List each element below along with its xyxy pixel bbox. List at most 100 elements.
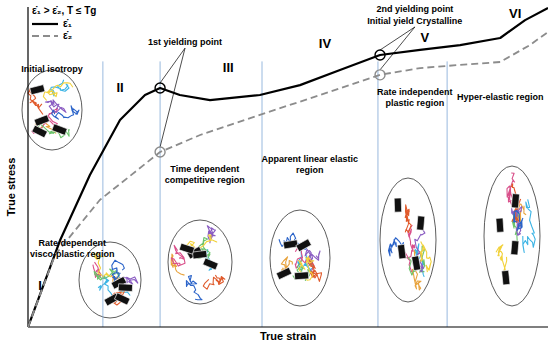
annotation-line: III [223, 60, 234, 75]
crystal-lamella [192, 250, 207, 259]
crystal-lamella [511, 194, 519, 209]
annotation: 1st yielding point [148, 37, 222, 47]
annotation-line: IV [319, 36, 332, 51]
annotation-line: V [420, 30, 429, 45]
legend-title: ε̇₁ > ε̇₂, T ≤ Tg [32, 5, 96, 16]
crystal-lamella [417, 216, 425, 231]
annotation: Apparent linear elasticregion [262, 154, 359, 175]
chain [523, 199, 535, 252]
chain-ellipse [168, 220, 232, 304]
annotation: Rate dependentvisco-plastic region [30, 238, 115, 259]
region-boundary [262, 61, 263, 327]
yield-marker [155, 147, 165, 157]
annotation: Rate independentplastic region [377, 87, 453, 108]
annotation-line: Hyper-elastic region [457, 92, 544, 102]
region-numeral: V [420, 30, 429, 45]
legend-swatch [32, 23, 58, 25]
chain [496, 245, 507, 270]
chain [514, 211, 523, 231]
annotation-line: 1st yielding point [148, 37, 222, 47]
crystal-lamella [283, 240, 298, 249]
region-numeral: VI [509, 6, 521, 21]
legend-swatch [32, 35, 58, 37]
region-numeral: II [116, 80, 123, 95]
annotation: Initial yield Crystalline [367, 16, 462, 26]
chain [45, 100, 66, 113]
crystal-lamella [294, 272, 308, 280]
x-axis-label: True strain [260, 330, 317, 342]
crystal-lamella [502, 270, 510, 285]
annotation-line: II [116, 80, 123, 95]
chain-ellipse [380, 178, 436, 302]
chain [405, 205, 411, 233]
region-boundary [447, 61, 448, 327]
chain [186, 276, 202, 300]
plot-area [28, 8, 548, 327]
region-boundary [160, 61, 161, 327]
ellipse-outline [484, 166, 540, 306]
annotation-line: region [296, 165, 324, 175]
crystal-lamella [511, 240, 519, 255]
ellipse-outline [168, 220, 232, 304]
ellipse-outline [380, 178, 436, 302]
annotation: 2nd yielding point [376, 4, 453, 14]
annotation-line: Initial yield Crystalline [367, 16, 462, 26]
crystal-lamella [397, 244, 406, 259]
y-axis [27, 7, 28, 327]
crystal-lamella [203, 258, 219, 270]
y-axis-label: True stress [5, 158, 17, 217]
chain [412, 250, 421, 290]
annotation-line: Rate dependent [38, 238, 106, 248]
yield-marker [155, 83, 165, 93]
chain-ellipse [270, 210, 330, 306]
crystal-lamella [52, 124, 68, 136]
region-numeral: IV [319, 36, 332, 51]
annotation-line: VI [509, 6, 521, 21]
series-line [28, 32, 548, 327]
chain-ellipse [22, 70, 82, 150]
leader-line [160, 48, 185, 147]
chain [43, 83, 73, 101]
series-line [28, 8, 548, 327]
leader-line [380, 27, 415, 70]
annotation-line: visco-plastic region [30, 249, 115, 259]
region-boundary [377, 61, 378, 327]
crystal-lamella [412, 256, 421, 271]
legend-label: ε̇₁ [63, 18, 72, 29]
ellipse-outline [270, 210, 330, 306]
x-axis [28, 326, 548, 327]
leader-line [160, 48, 185, 83]
ellipse-outline [22, 70, 82, 150]
region-numeral: III [223, 60, 234, 75]
crystal-lamella [118, 284, 132, 292]
annotation-line: 2nd yielding point [376, 4, 453, 14]
yield-marker [375, 70, 385, 80]
chain-ellipse [484, 166, 540, 306]
crystal-lamella [276, 267, 292, 279]
annotation: Time dependentcompetitive region [165, 164, 245, 185]
annotation-line: I [38, 278, 42, 293]
crystal-lamella [114, 293, 130, 305]
annotation: Initial isotropy [21, 64, 83, 74]
region-boundary [102, 61, 103, 327]
crystal-lamella [179, 243, 194, 254]
annotation-line: competitive region [165, 175, 245, 185]
crystal-lamella [296, 239, 312, 252]
annotation: Hyper-elastic region [457, 92, 544, 102]
annotation-line: Initial isotropy [21, 64, 83, 74]
region-numeral: I [38, 278, 42, 293]
yield-marker [375, 50, 385, 60]
chain [203, 275, 225, 289]
crystal-lamella [394, 198, 401, 212]
annotation-line: Rate independent [377, 87, 453, 97]
chain [420, 242, 431, 273]
leader-line [380, 27, 415, 50]
annotation-line: Apparent linear elastic [262, 154, 359, 164]
crystal-lamella [496, 218, 504, 232]
crystal-lamella [34, 115, 50, 127]
legend-label: ε̇₂ [63, 30, 72, 41]
chain [52, 106, 79, 119]
annotation-line: plastic region [386, 98, 445, 108]
crystal-lamella [32, 125, 48, 138]
chart: True strain True stress 1st yielding point… [0, 0, 555, 344]
